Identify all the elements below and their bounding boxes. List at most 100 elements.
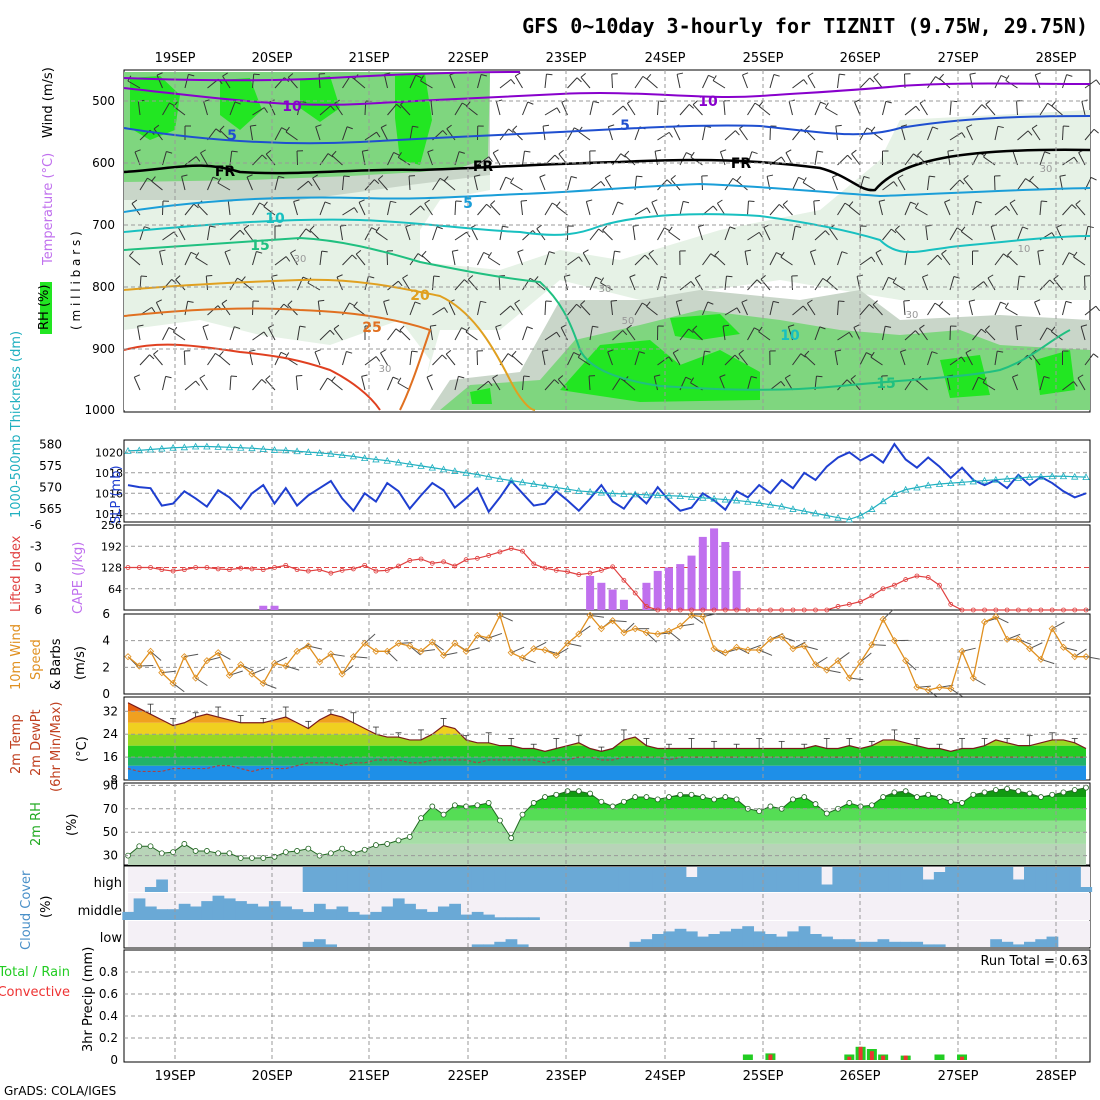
wind-barb xyxy=(791,275,793,291)
wind-barb xyxy=(657,100,659,116)
wind-barb xyxy=(224,251,231,266)
wind-barb xyxy=(927,351,933,366)
wind-barb xyxy=(200,152,208,166)
wind-barb-flag xyxy=(397,377,402,384)
wind-barb-flag xyxy=(875,249,882,254)
thickness-marker xyxy=(586,487,594,495)
wind-barb xyxy=(692,329,703,341)
thickness-marker xyxy=(935,480,944,487)
wind-barb xyxy=(309,229,321,241)
wind-barb xyxy=(719,376,726,391)
lifted-index-marker xyxy=(159,567,165,573)
lifted-index-marker xyxy=(339,567,345,573)
wind-barb-flag xyxy=(376,131,381,138)
wind-barb-flag xyxy=(1035,72,1042,76)
wind-barb xyxy=(966,127,973,141)
wind-barb-flag xyxy=(795,225,802,228)
wind-barb xyxy=(127,80,141,89)
wind-barb-flag xyxy=(1095,305,1100,312)
rh2m-marker xyxy=(880,794,887,800)
cloud-bar-low xyxy=(832,939,845,947)
wind-barb xyxy=(153,353,163,366)
rh2m-marker xyxy=(666,794,672,800)
lifted-index-marker xyxy=(745,607,751,613)
thickness-marker xyxy=(563,485,572,493)
wind-barb-flag xyxy=(492,149,499,154)
wind-barb-flag xyxy=(915,105,921,112)
lifted-index-marker xyxy=(1061,607,1066,613)
cloud-bar-middle xyxy=(178,903,191,920)
wind-barb xyxy=(873,76,883,89)
wind-barb-flag xyxy=(331,150,337,156)
wind-barb xyxy=(312,177,321,191)
wind-barb xyxy=(629,276,636,291)
date-label-bottom: 23SEP xyxy=(546,1069,587,1084)
wind-barb xyxy=(792,79,804,89)
wind10-marker xyxy=(1014,635,1022,643)
wind-barb xyxy=(994,253,1004,266)
wind10-marker xyxy=(721,649,729,657)
lifted-index-marker xyxy=(1072,607,1078,613)
wind-barb xyxy=(949,132,963,141)
wind-barb xyxy=(397,382,411,391)
lifted-index-marker xyxy=(1049,607,1055,613)
rh2m-marker xyxy=(294,848,300,854)
wind-barb xyxy=(387,103,397,116)
wind-barb xyxy=(195,257,208,266)
wind-barb xyxy=(634,302,643,316)
wind-barb xyxy=(567,303,577,316)
thickness-marker xyxy=(304,448,313,455)
wind-barb xyxy=(694,277,703,291)
wind-barb xyxy=(899,351,906,366)
contour-label: 20 xyxy=(410,288,430,304)
cloud-bar-middle xyxy=(392,898,405,920)
wind-barb-flag xyxy=(773,300,780,304)
precip-total-bar xyxy=(934,1054,945,1060)
wind-barb-flag xyxy=(206,275,213,277)
rh2m-marker xyxy=(542,794,548,800)
wind-barb xyxy=(520,201,523,216)
wind-barb-flag xyxy=(1005,205,1011,212)
cloud-bar-low xyxy=(483,944,495,947)
rh2m-marker xyxy=(1049,791,1056,798)
wind-barb-flag xyxy=(782,200,788,205)
cloud-bar-low xyxy=(640,939,653,947)
wind-barb-flag xyxy=(526,326,533,330)
wind-barb xyxy=(184,74,189,89)
wind-barb-flag xyxy=(285,126,290,133)
wind-barb-flag xyxy=(327,153,334,158)
rh2m-tick: 90 xyxy=(103,778,118,792)
wind-barb xyxy=(162,376,167,391)
rh2m-marker xyxy=(587,790,593,797)
wind-barb-flag xyxy=(690,377,695,384)
wind-barb xyxy=(318,73,321,89)
cloud-bar-high xyxy=(990,867,1002,892)
wind-barb-flag xyxy=(586,199,593,202)
wind-barb-flag xyxy=(558,149,564,155)
wind-barb xyxy=(383,301,388,316)
thickness-marker xyxy=(169,443,177,451)
thickness-marker xyxy=(349,452,358,460)
wind-barb xyxy=(769,301,774,316)
thickness-marker xyxy=(947,479,955,487)
wind-barb xyxy=(181,176,186,191)
wind10-marker xyxy=(124,653,132,661)
thickness-marker xyxy=(608,489,617,497)
wind-barb xyxy=(399,329,411,341)
wind-barb-flag xyxy=(736,175,742,182)
wind-barb-flag xyxy=(668,132,673,138)
cloud-bar-middle xyxy=(449,903,461,920)
wind-barb xyxy=(339,226,343,241)
wind-barb xyxy=(882,326,886,341)
wind-barb-flag xyxy=(1000,301,1007,305)
wind-barb xyxy=(409,75,417,89)
wind-barb-flag xyxy=(520,199,528,202)
wind-barb-flag xyxy=(1059,174,1066,177)
wind-barb xyxy=(451,251,456,266)
wind-barb xyxy=(804,355,816,366)
rh2m-marker xyxy=(440,811,447,818)
wind-barb-flag xyxy=(798,176,805,181)
cloud-bar-low xyxy=(708,934,721,947)
wind-barb xyxy=(498,275,501,291)
wind-barb xyxy=(387,152,395,166)
